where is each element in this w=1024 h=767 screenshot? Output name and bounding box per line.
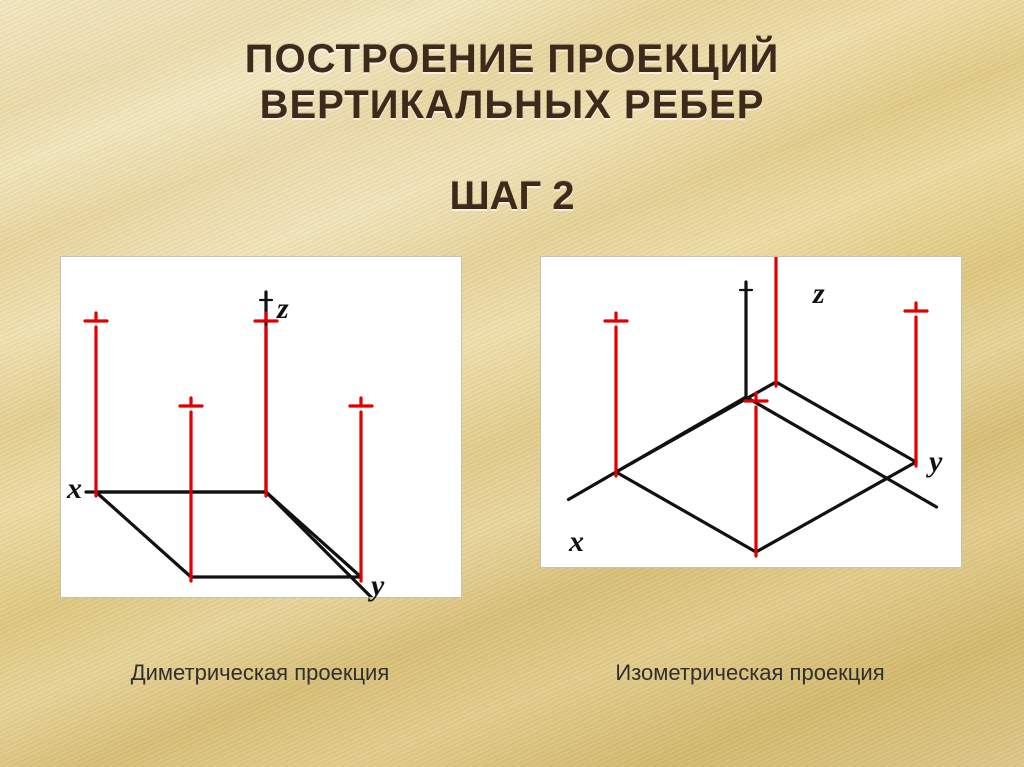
axis-label-y: y <box>929 445 942 479</box>
slide-title: ПОСТРОЕНИЕ ПРОЕКЦИЙ ВЕРТИКАЛЬНЫХ РЕБЕР Ш… <box>0 18 1024 237</box>
title-step: ШАГ 2 <box>0 174 1024 219</box>
axis-label-y: y <box>371 569 384 603</box>
title-main: ПОСТРОЕНИЕ ПРОЕКЦИЙ ВЕРТИКАЛЬНЫХ РЕБЕР <box>0 36 1024 128</box>
axis-label-z: z <box>813 277 825 311</box>
dimetric-caption: Диметрическая проекция <box>60 660 460 686</box>
isometric-svg <box>541 257 961 567</box>
isometric-figure: x y z <box>540 256 962 568</box>
dimetric-svg <box>61 257 461 597</box>
dimetric-figure: x y z <box>60 256 462 598</box>
slide: ПОСТРОЕНИЕ ПРОЕКЦИЙ ВЕРТИКАЛЬНЫХ РЕБЕР Ш… <box>0 0 1024 767</box>
axis-label-x: x <box>67 472 82 506</box>
axis-label-z: z <box>277 292 289 326</box>
isometric-caption: Изометрическая проекция <box>540 660 960 686</box>
axis-label-x: x <box>569 525 584 559</box>
